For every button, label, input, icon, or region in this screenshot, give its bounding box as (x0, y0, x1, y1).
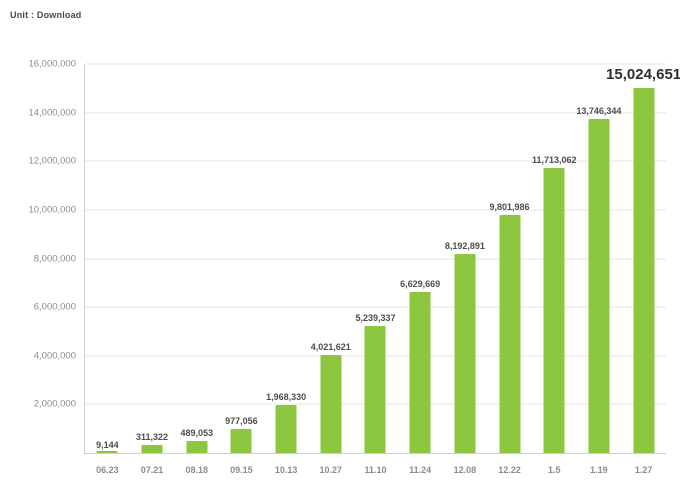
bar-group: 9,144 06.23 (85, 64, 130, 475)
y-axis-tick-label: 16,000,000 (28, 58, 76, 70)
bar (96, 451, 118, 453)
bar (588, 118, 610, 453)
bar-group: 1,968,330 10.13 (264, 64, 309, 475)
bar-group: 9,801,986 12.22 (487, 64, 532, 475)
gridline (85, 63, 666, 65)
x-axis-tick-label: 11.24 (409, 465, 432, 475)
bar-group: 15,024,651 1.27 (606, 64, 680, 475)
bar-group: 4,021,621 10.27 (308, 64, 353, 475)
bar-value-label: 13,746,344 (576, 105, 622, 116)
bar (499, 214, 521, 453)
bar (454, 253, 476, 453)
plot-area: 2,000,000 4,000,000 6,000,000 8,000,000 10,0… (28, 59, 680, 476)
x-axis-tick-label: 07.21 (140, 465, 164, 475)
bar (543, 168, 565, 453)
gridline (85, 160, 666, 162)
bar-group: 8,192,891 12.08 (443, 64, 488, 475)
y-axis-tick-label: 14,000,000 (28, 107, 76, 119)
y-axis-tick-label: 12,000,000 (28, 155, 76, 167)
bar-value-label: 9,144 (96, 439, 119, 450)
bar-value-label: 977,056 (225, 416, 258, 427)
bar-group: 977,056 09.15 (219, 64, 264, 475)
bar-value-label: 311,322 (136, 432, 169, 443)
x-axis-tick-label: 09.15 (230, 465, 253, 475)
gridline (85, 306, 666, 308)
bar (186, 441, 208, 453)
bar (409, 291, 431, 453)
x-axis-tick-label: 08.18 (185, 465, 208, 475)
bar-group: 11,713,062 1.5 (531, 64, 577, 475)
bars-layer: 9,144 06.23 311,322 07.21 489,053 08.18 977,05… (85, 64, 680, 475)
x-axis-tick-label: 12.08 (453, 465, 477, 475)
x-axis-tick-label: 10.13 (274, 465, 298, 475)
bar-value-label: 8,192,891 (444, 240, 485, 251)
bar-value-label: 489,053 (180, 428, 213, 439)
bar-value-label: 6,629,669 (400, 278, 441, 289)
bar-group: 6,629,669 11.24 (398, 64, 443, 475)
bar (364, 325, 386, 453)
y-axis-tick-label: 8,000,000 (33, 253, 76, 264)
bar-group: 311,322 07.21 (130, 64, 175, 475)
bar (275, 405, 297, 453)
bar-value-label: 11,713,062 (531, 155, 577, 166)
unit-label: Unit : Download (10, 10, 82, 20)
bar-value-label: 15,024,651 (606, 65, 680, 83)
bar (230, 429, 252, 453)
x-axis-tick-label: 1.5 (547, 465, 561, 475)
x-axis-tick-label: 12.22 (498, 465, 521, 475)
y-axis-tick-label: 6,000,000 (33, 301, 76, 313)
gridline (85, 209, 666, 211)
bar-group: 13,746,344 1.19 (576, 64, 622, 475)
bar (141, 445, 163, 453)
bar-group: 489,053 08.18 (174, 64, 219, 475)
x-axis-tick-label: 1.19 (590, 465, 608, 475)
gridline (85, 258, 666, 259)
y-axis-tick-label: 4,000,000 (33, 350, 76, 362)
y-axis-tick-label: 10,000,000 (28, 204, 76, 216)
bar-value-label: 1,968,330 (266, 392, 307, 403)
bar (320, 355, 342, 453)
bar (633, 87, 655, 453)
bar-group: 5,239,337 11.10 (353, 64, 398, 475)
bar-value-label: 4,021,621 (310, 342, 351, 353)
x-axis-tick-label: 10.27 (319, 465, 343, 475)
x-axis-tick-label: 06.23 (96, 465, 119, 475)
x-axis-tick-label: 1.27 (634, 465, 653, 475)
gridline (85, 112, 666, 114)
x-axis-tick-label: 11.10 (364, 465, 387, 475)
bar-value-label: 5,239,337 (355, 312, 396, 323)
y-axis-tick-label: 2,000,000 (33, 398, 76, 410)
bar-value-label: 9,801,986 (489, 201, 530, 212)
